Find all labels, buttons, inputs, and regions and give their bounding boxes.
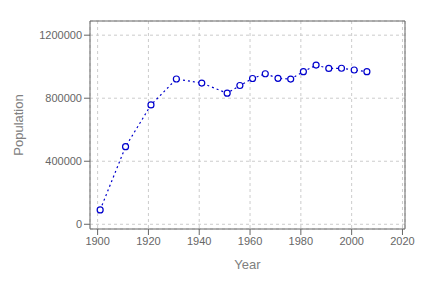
svg-text:1960: 1960 (238, 235, 262, 247)
svg-text:800000: 800000 (45, 92, 82, 104)
svg-text:0: 0 (76, 218, 82, 230)
svg-text:1200000: 1200000 (39, 29, 82, 41)
svg-text:1980: 1980 (289, 235, 313, 247)
svg-text:1940: 1940 (187, 235, 211, 247)
svg-text:1920: 1920 (136, 235, 160, 247)
svg-text:2020: 2020 (390, 235, 414, 247)
svg-text:Year: Year (234, 257, 261, 272)
svg-text:400000: 400000 (45, 155, 82, 167)
svg-text:Population: Population (11, 94, 26, 155)
svg-text:2000: 2000 (339, 235, 363, 247)
svg-text:1900: 1900 (85, 235, 109, 247)
